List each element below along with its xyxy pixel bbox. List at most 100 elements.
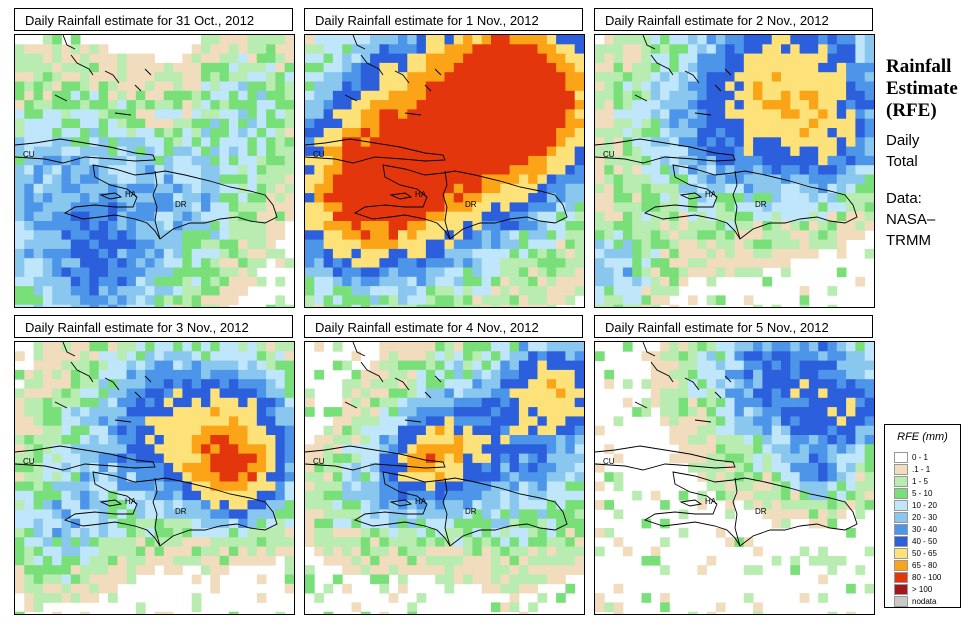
rainfall-cell xyxy=(574,546,584,557)
rainfall-cell xyxy=(595,481,605,492)
rainfall-cell xyxy=(173,518,183,529)
rainfall-cell xyxy=(370,453,380,464)
rainfall-cells xyxy=(15,35,294,307)
rainfall-cell xyxy=(528,351,538,361)
rainfall-cell xyxy=(145,481,155,492)
rainfall-cell xyxy=(463,397,473,408)
rainfall-cell xyxy=(556,435,566,445)
rainfall-cell xyxy=(201,546,211,557)
rainfall-cell xyxy=(604,72,614,82)
rainfall-cell xyxy=(734,221,745,231)
rainfall-cell xyxy=(808,35,819,45)
legend-swatch xyxy=(894,511,908,523)
rainfall-cell xyxy=(108,239,118,250)
rainfall-cell xyxy=(89,509,100,520)
rainfall-cell xyxy=(425,53,436,64)
rainfall-cell xyxy=(771,555,782,566)
rainfall-cell xyxy=(500,155,510,166)
rainfall-cell xyxy=(135,500,146,510)
rainfall-cell xyxy=(370,276,380,287)
rainfall-cell xyxy=(472,109,483,120)
rainfall-cell xyxy=(725,81,735,92)
rainfall-cell xyxy=(632,276,642,287)
legend-label: 10 - 20 xyxy=(912,500,937,510)
rainfall-cell xyxy=(266,351,276,361)
rainfall-cell xyxy=(80,369,90,380)
coastline xyxy=(152,170,161,240)
rainfall-cell xyxy=(332,35,343,45)
rainfall-cell xyxy=(398,565,408,575)
rainfall-cell xyxy=(275,360,286,371)
rainfall-cell xyxy=(753,267,763,278)
rainfall-cell xyxy=(70,276,81,287)
rainfall-cell xyxy=(219,462,230,473)
rainfall-cell xyxy=(481,351,492,361)
rainfall-cell xyxy=(491,574,501,585)
rainfall-cell xyxy=(247,546,258,557)
rainfall-cell xyxy=(546,351,557,361)
rainfall-cell xyxy=(734,128,745,138)
rainfall-cell xyxy=(154,90,165,101)
rainfall-cell xyxy=(24,202,34,213)
rainfall-cell xyxy=(360,276,371,287)
rainfall-cell xyxy=(734,202,745,213)
rainfall-cell xyxy=(641,267,652,278)
rainfall-cell xyxy=(518,462,529,473)
rainfall-cell xyxy=(528,62,538,73)
rainfall-cell xyxy=(528,583,538,594)
rainfall-cell xyxy=(622,286,633,296)
rainfall-cell xyxy=(398,267,408,278)
rainfall-cell xyxy=(453,174,464,185)
rainfall-cell xyxy=(453,528,464,538)
rainfall-cell xyxy=(771,490,782,501)
rainfall-cell xyxy=(351,351,362,361)
rainfall-cell xyxy=(201,360,211,371)
rainfall-cell xyxy=(33,174,44,185)
rainfall-cell xyxy=(836,211,847,222)
rainfall-cell xyxy=(537,81,548,92)
rainfall-cell xyxy=(98,304,109,307)
rainfall-cell xyxy=(210,518,220,529)
rainfall-cell xyxy=(370,155,380,166)
rainfall-cell xyxy=(827,35,838,45)
rainfall-cell xyxy=(678,230,689,240)
rainfall-cell xyxy=(163,100,174,110)
rainfall-cell xyxy=(173,472,183,482)
rainfall-cell xyxy=(660,258,670,268)
rainfall-cell xyxy=(836,351,847,361)
rainfall-cell xyxy=(444,193,455,203)
rainfall-cell xyxy=(360,128,371,138)
rainfall-cell xyxy=(613,81,624,92)
rainfall-cell xyxy=(463,221,473,231)
rainfall-cell xyxy=(678,453,689,464)
rainfall-cell xyxy=(613,583,624,594)
rainfall-cell xyxy=(836,146,847,157)
rainfall-cell xyxy=(398,258,408,268)
rainfall-cell xyxy=(855,397,866,408)
rainfall-cell xyxy=(219,221,230,231)
rainfall-cell xyxy=(379,574,390,585)
rainfall-cell xyxy=(342,276,352,287)
rainfall-cell xyxy=(360,230,371,240)
rainfall-cell xyxy=(855,53,866,64)
rainfall-cell xyxy=(799,100,810,110)
rainfall-cell xyxy=(305,295,315,306)
rainfall-cell xyxy=(864,583,874,594)
rainfall-cell xyxy=(173,453,183,464)
rainfall-cell xyxy=(154,407,165,417)
rainfall-cell xyxy=(173,509,183,520)
rainfall-cell xyxy=(753,118,763,129)
rainfall-cell xyxy=(80,90,90,101)
rainfall-cell xyxy=(463,574,473,585)
rainfall-cell xyxy=(398,351,408,361)
rainfall-cell xyxy=(435,100,445,110)
rainfall-cell xyxy=(556,500,566,510)
rainfall-cell xyxy=(256,444,267,454)
rainfall-cell xyxy=(24,286,34,296)
rainfall-cell xyxy=(351,174,362,185)
rainfall-cell xyxy=(305,583,315,594)
rainfall-cell xyxy=(135,509,146,520)
rainfall-cell xyxy=(808,109,819,120)
rainfall-cell xyxy=(864,435,874,445)
rainfall-cell xyxy=(481,211,492,222)
